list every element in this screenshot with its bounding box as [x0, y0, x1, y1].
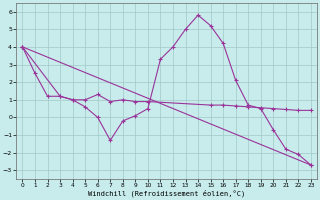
X-axis label: Windchill (Refroidissement éolien,°C): Windchill (Refroidissement éolien,°C) — [88, 190, 245, 197]
